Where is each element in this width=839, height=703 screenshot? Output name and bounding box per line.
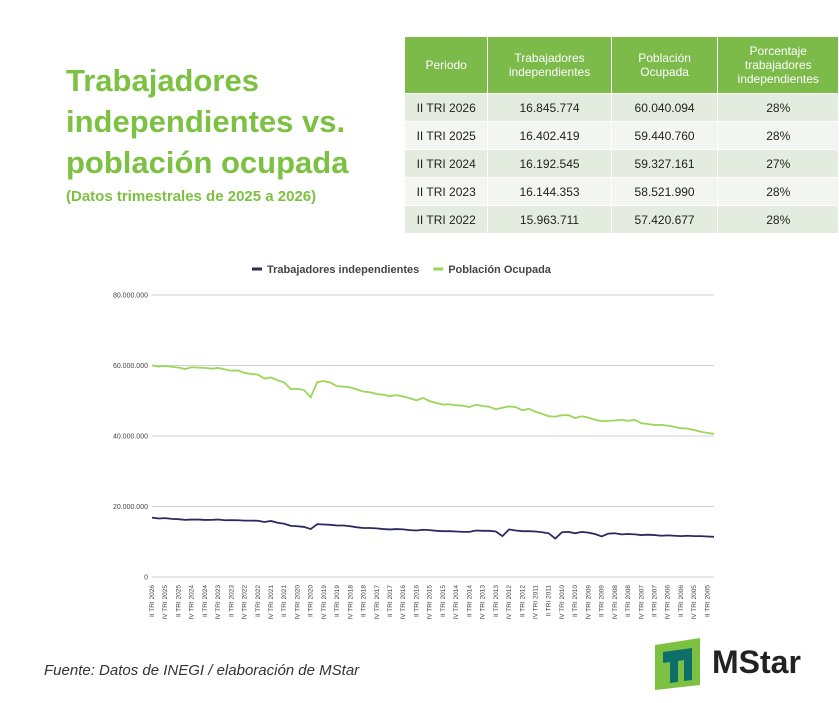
x-tick-label: II TRI 2018 (361, 585, 368, 617)
table-header: Porcentaje trabajadores independientes (717, 36, 839, 94)
y-tick-label: 60.000.000 (113, 363, 148, 370)
logo-text: MStar (712, 644, 801, 680)
x-tick-label: IV TRI 2023 (215, 585, 222, 620)
x-tick-label: II TRI 2005 (704, 585, 711, 617)
table-cell: 28% (717, 93, 839, 122)
table-cell: II TRI 2024 (403, 149, 489, 178)
x-tick-label: IV TRI 2017 (374, 585, 381, 620)
x-tick-label: II TRI 2022 (255, 585, 262, 617)
x-tick-label: II TRI 2019 (334, 585, 341, 617)
x-tick-label: II TRI 2010 (572, 585, 579, 617)
x-tick-label: IV TRI 2018 (347, 585, 354, 620)
table-cell: 15.963.711 (487, 205, 612, 234)
x-tick-label: II TRI 2006 (678, 585, 685, 617)
table-cell: 27% (717, 149, 839, 178)
x-tick-label: II TRI 2009 (599, 585, 606, 617)
table-cell: 59.440.760 (610, 121, 719, 150)
table-cell: 16.144.353 (487, 177, 612, 206)
table-header: Trabajadores independientes (487, 36, 612, 94)
table-cell: II TRI 2023 (403, 177, 489, 206)
x-tick-label: II TRI 2013 (493, 585, 500, 617)
source: Fuente: Datos de INEGI / elaboración de … (44, 662, 360, 679)
x-tick-label: IV TRI 2019 (321, 585, 328, 620)
x-tick-label: IV TRI 2008 (612, 585, 619, 620)
table-cell: II TRI 2026 (403, 93, 489, 122)
x-tick-label: IV TRI 2013 (480, 585, 487, 620)
table-cell: 28% (717, 121, 839, 150)
y-tick-label: 80.000.000 (113, 293, 148, 300)
x-tick-label: IV TRI 2011 (532, 585, 539, 619)
x-tick-label: IV TRI 2020 (294, 585, 301, 620)
table-cell: 28% (717, 205, 839, 234)
x-tick-label: II TRI 2007 (651, 585, 658, 617)
subtitle: (Datos trimestrales de 2025 a 2026) (66, 188, 317, 205)
table-row: II TRI 2024 16.192.545 59.327.161 27% (403, 149, 839, 178)
logo-icon (655, 638, 700, 690)
x-tick-label: II TRI 2017 (387, 585, 394, 617)
legend-label: Trabajadores independientes (267, 264, 419, 276)
x-tick-label: IV TRI 2022 (242, 585, 249, 620)
x-tick-label: IV TRI 2009 (585, 585, 592, 620)
table-cell: 57.420.677 (610, 205, 719, 234)
x-tick-label: IV TRI 2007 (638, 585, 645, 620)
x-tick-label: II TRI 2014 (466, 585, 473, 617)
table-header: Periodo (403, 36, 489, 94)
x-tick-label: II TRI 2020 (308, 585, 315, 617)
table-cell: 60.040.094 (610, 93, 719, 122)
y-tick-label: 20.000.000 (113, 504, 148, 511)
table-cell: 16.845.774 (487, 93, 612, 122)
x-tick-label: II TRI 2024 (202, 585, 209, 617)
x-tick-label: II TRI 2025 (175, 585, 182, 617)
table-header: Población Ocupada (610, 36, 719, 94)
x-tick-label: II TRI 2011 (546, 585, 553, 617)
x-tick-label: IV TRI 2010 (559, 585, 566, 620)
x-tick-label: IV TRI 2016 (400, 585, 407, 620)
table-row: II TRI 2023 16.144.353 58.521.990 28% (403, 177, 839, 206)
table-cell: II TRI 2025 (403, 121, 489, 150)
table-cell: 16.402.419 (487, 121, 612, 150)
legend-label: Población Ocupada (448, 264, 552, 276)
x-tick-label: IV TRI 2006 (665, 585, 672, 620)
table-cell: 16.192.545 (487, 149, 612, 178)
x-tick-label: IV TRI 2005 (691, 585, 698, 620)
title: Trabajadores independientes vs. població… (66, 63, 349, 180)
table-row: II TRI 2022 15.963.711 57.420.677 28% (403, 205, 839, 234)
line (151, 364, 715, 435)
x-tick-label: II TRI 2012 (519, 585, 526, 617)
table-cell: 58.521.990 (610, 177, 719, 206)
x-tick-label: IV TRI 2021 (268, 585, 275, 620)
y-tick-label: 40.000.000 (113, 434, 148, 441)
x-tick-label: II TRI 2021 (281, 585, 288, 617)
table-cell: 28% (717, 177, 839, 206)
x-tick-label: II TRI 2015 (440, 585, 447, 617)
x-tick-label: II TRI 2026 (149, 585, 156, 617)
x-tick-label: II TRI 2016 (413, 585, 420, 617)
x-tick-label: IV TRI 2012 (506, 585, 513, 620)
y-tick-label: 0 (144, 575, 148, 582)
x-tick-label: IV TRI 2024 (189, 585, 196, 620)
line (151, 516, 715, 540)
table-cell: II TRI 2022 (403, 205, 489, 234)
table-cell: 59.327.161 (610, 149, 719, 178)
table-row: II TRI 2026 16.845.774 60.040.094 28% (403, 93, 839, 122)
table-row: II TRI 2025 16.402.419 59.440.760 28% (403, 121, 839, 150)
x-tick-label: II TRI 2008 (625, 585, 632, 617)
x-tick-label: IV TRI 2014 (453, 585, 460, 620)
x-tick-label: II TRI 2023 (228, 585, 235, 617)
x-tick-label: IV TRI 2015 (427, 585, 434, 620)
x-tick-label: IV TRI 2025 (162, 585, 169, 620)
table: Periodo Trabajadores independientes Poblac… (403, 36, 839, 234)
